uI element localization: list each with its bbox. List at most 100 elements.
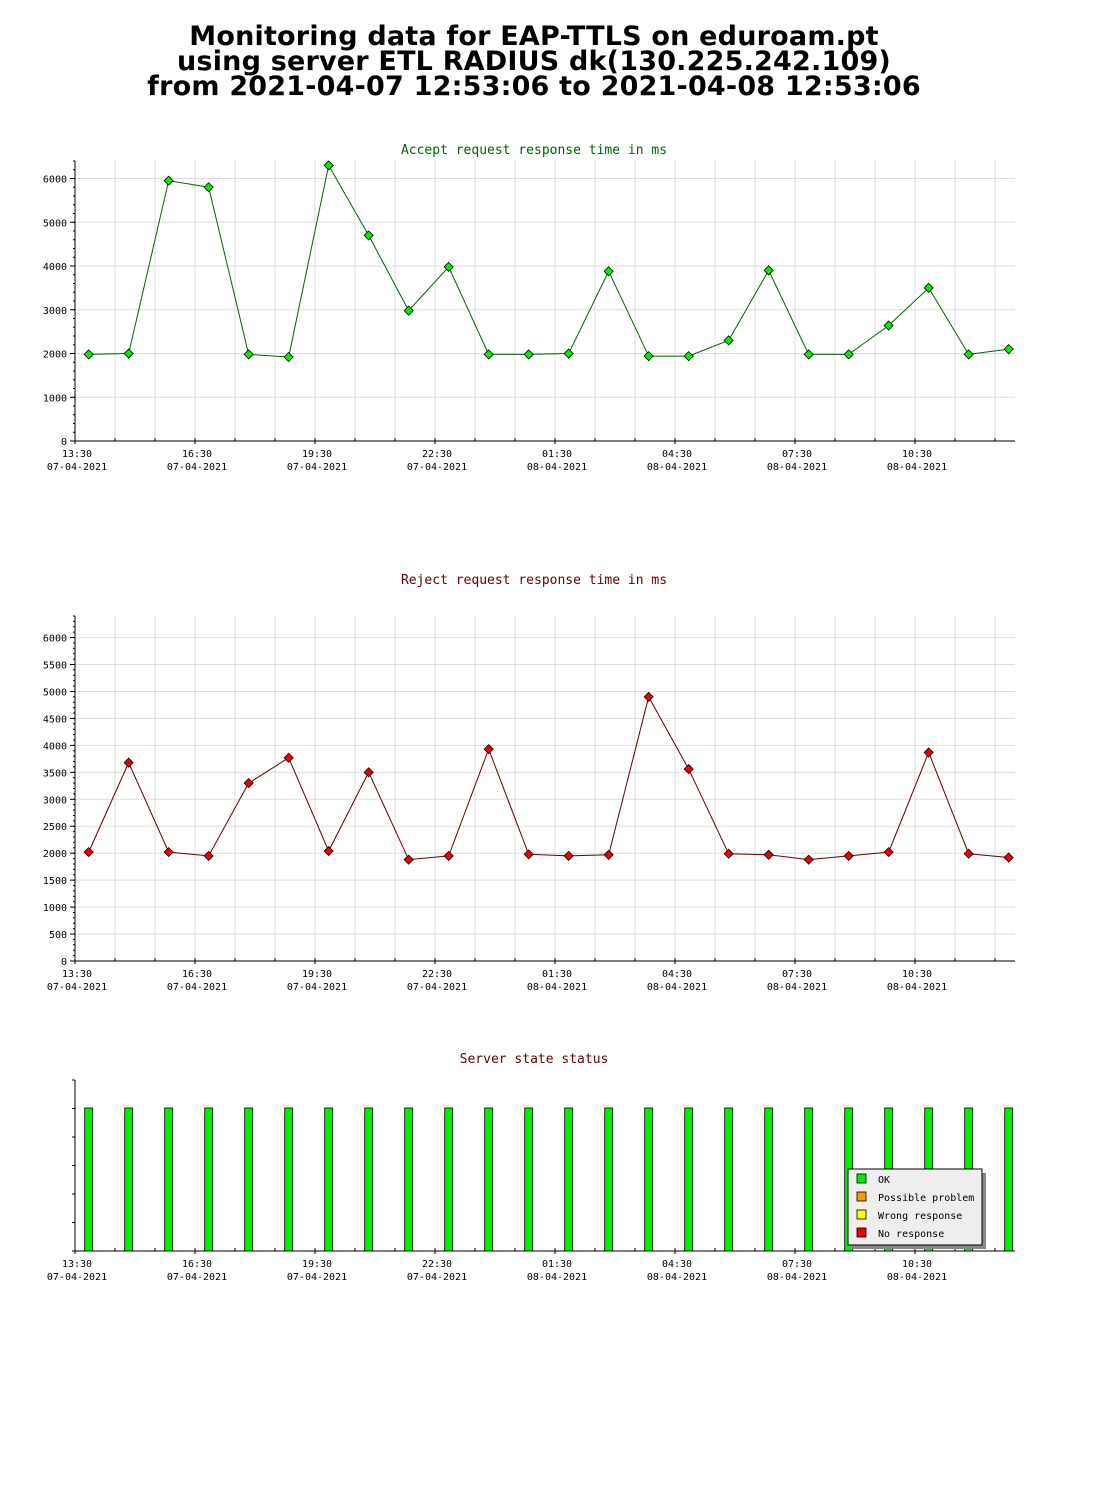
accept-chart: Accept request response time in ms13:300… (43, 143, 1015, 473)
accept-x-tick-time: 19:30 (302, 449, 332, 460)
status-x-tick-time: 16:30 (182, 1259, 212, 1270)
reject-data-point (523, 849, 534, 860)
accept-data-point (803, 349, 814, 360)
reject-y-tick-label: 3500 (43, 768, 67, 779)
accept-y-tick-label: 2000 (43, 350, 67, 361)
accept-x-tick-date: 08-04-2021 (767, 462, 827, 473)
reject-y-tick-label: 2000 (43, 849, 67, 860)
reject-data-point (923, 747, 934, 758)
status-bar (604, 1107, 614, 1252)
reject-data-point (323, 845, 334, 857)
reject-x-tick-time: 01:30 (542, 969, 572, 980)
legend-label: Possible problem (878, 1193, 974, 1204)
reject-data-point (603, 849, 614, 860)
status-x-tick-date: 08-04-2021 (647, 1272, 707, 1283)
status-bar (404, 1107, 414, 1252)
status-x-tick-date: 08-04-2021 (767, 1272, 827, 1283)
reject-x-tick-time: 07:30 (782, 969, 812, 980)
reject-data-point (963, 848, 974, 859)
status-bar (124, 1107, 134, 1252)
reject-x-tick-date: 07-04-2021 (407, 982, 467, 993)
reject-data-point (763, 849, 774, 860)
legend-swatch (856, 1209, 867, 1220)
accept-y-tick-label: 3000 (43, 306, 67, 317)
accept-data-point (323, 160, 334, 171)
reject-y-tick-label: 6000 (43, 634, 67, 645)
reject-x-tick-time: 13:30 (62, 969, 92, 980)
status-x-tick-time: 13:30 (62, 1259, 92, 1270)
reject-x-tick-time: 04:30 (662, 969, 692, 980)
status-chart: Server state status 13:30 07-04-2021 16:30 0… (47, 1052, 1015, 1283)
status-bar (724, 1107, 734, 1252)
accept-x-tick-date: 08-04-2021 (527, 462, 587, 473)
reject-data-point (883, 847, 894, 858)
reject-data-point (203, 850, 214, 861)
reject-x-tick-date: 07-04-2021 (287, 982, 347, 993)
status-bar (644, 1107, 654, 1252)
reject-data-point (563, 850, 574, 861)
status-bar (684, 1107, 694, 1252)
status-bar (564, 1107, 574, 1252)
reject-y-tick-label: 5500 (43, 661, 67, 672)
accept-data-point (843, 349, 854, 360)
reject-x-tick-time: 19:30 (302, 969, 332, 980)
accept-x-tick-date: 07-04-2021 (167, 462, 227, 473)
status-x-tick-time: 19:30 (302, 1259, 332, 1270)
accept-x-tick-date: 08-04-2021 (647, 462, 707, 473)
reject-data-point (403, 854, 414, 865)
status-title: Server state status (460, 1052, 609, 1067)
accept-data-point (883, 320, 894, 331)
legend-swatch (856, 1173, 867, 1184)
accept-x-tick-time: 13:30 (62, 449, 92, 460)
accept-data-point (403, 305, 414, 316)
title-line-3: from 2021-04-07 12:53:06 to 2021-04-08 1… (147, 71, 921, 102)
reject-x-tick-date: 08-04-2021 (767, 982, 827, 993)
accept-x-tick-time: 04:30 (662, 449, 692, 460)
accept-data-point (83, 349, 94, 360)
status-bar (284, 1107, 294, 1252)
accept-x-tick-time: 01:30 (542, 449, 572, 460)
reject-data-point (803, 854, 814, 865)
accept-y-tick-label: 4000 (43, 262, 67, 273)
status-x-tick-date: 07-04-2021 (287, 1272, 347, 1283)
status-bar (244, 1107, 254, 1252)
reject-data-point (243, 778, 254, 789)
status-bar (364, 1107, 374, 1252)
reject-data-point (683, 764, 694, 775)
accept-x-tick-time: 10:30 (902, 449, 932, 460)
reject-y-tick-label: 4000 (43, 741, 67, 752)
status-x-tick-date: 08-04-2021 (887, 1272, 947, 1283)
status-bar (204, 1107, 214, 1252)
accept-y-tick-label: 0 (61, 437, 67, 448)
reject-data-point (123, 757, 134, 768)
status-bar (84, 1107, 94, 1252)
reject-x-tick-date: 07-04-2021 (47, 982, 107, 993)
legend-label: No response (878, 1229, 944, 1240)
page-title: Monitoring data for EAP-TTLS on eduroam.… (0, 23, 1068, 102)
legend-box (847, 1168, 983, 1246)
accept-title: Accept request response time in ms (401, 143, 667, 158)
accept-data-point (723, 335, 734, 346)
reject-data-point (283, 752, 294, 763)
status-bar (1004, 1107, 1014, 1252)
reject-data-point (1003, 852, 1014, 863)
reject-x-tick-time: 10:30 (902, 969, 932, 980)
accept-data-point (163, 175, 174, 186)
reject-data-point (443, 850, 454, 861)
reject-data-point (643, 691, 654, 702)
reject-x-tick-time: 22:30 (422, 969, 452, 980)
status-bar (804, 1107, 814, 1252)
title-line-2: using server ETL RADIUS dk(130.225.242.1… (177, 46, 891, 77)
reject-data-point (723, 848, 734, 859)
reject-y-tick-label: 4500 (43, 714, 67, 725)
reject-y-tick-label: 3000 (43, 795, 67, 806)
status-bar (164, 1107, 174, 1252)
status-bar (444, 1107, 454, 1252)
accept-data-point (523, 349, 534, 360)
reject-series-line (88, 695, 1009, 861)
accept-y-tick-label: 6000 (43, 175, 67, 186)
status-x-tick-time: 07:30 (782, 1259, 812, 1270)
accept-data-point (123, 348, 134, 359)
accept-data-point (243, 349, 254, 360)
